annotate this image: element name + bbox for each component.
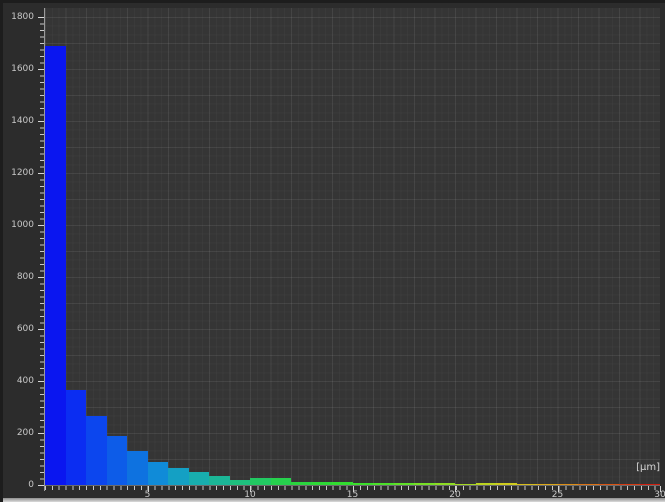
- y-axis-tick-label: 200: [16, 428, 34, 438]
- histogram-bar: [106, 436, 127, 485]
- histogram-bar: [537, 483, 558, 485]
- histogram-bar: [188, 472, 209, 485]
- histogram-bar: [250, 477, 271, 485]
- x-axis-line: [44, 485, 660, 486]
- histogram-bar: [147, 462, 168, 485]
- grid-vertical-lines: [45, 8, 660, 485]
- x-axis-major-tick: [250, 486, 251, 492]
- x-axis-tick-label: 25: [551, 490, 564, 500]
- histogram-bar: [475, 483, 496, 485]
- x-axis-tick-label: 5: [144, 490, 151, 500]
- histogram-bar: [516, 483, 537, 485]
- x-axis-tick-label: 10: [244, 490, 256, 500]
- histogram-bar: [455, 483, 476, 485]
- histogram-bars-layer: [45, 8, 660, 485]
- y-axis-major-tick: [38, 225, 44, 226]
- y-axis-minor-ticks: [40, 17, 44, 486]
- histogram-bar: [639, 484, 660, 485]
- y-axis-line: [44, 8, 45, 491]
- x-axis-tick-label: 30: [654, 490, 665, 500]
- histogram-bar: [352, 482, 373, 485]
- x-axis-major-tick: [557, 486, 559, 492]
- x-axis-major-tick: [352, 486, 354, 492]
- y-axis-major-tick: [38, 277, 44, 278]
- x-axis-major-tick: [147, 486, 149, 492]
- y-axis-major-tick: [38, 121, 44, 122]
- histogram-plot-area: [45, 8, 660, 485]
- y-axis-major-tick: [38, 433, 44, 434]
- grid-horizontal-lines: [45, 17, 660, 485]
- y-axis-tick-label: 1200: [11, 168, 34, 178]
- histogram-bar: [45, 45, 66, 485]
- histogram-bar: [65, 390, 86, 485]
- histogram-bar: [270, 478, 291, 485]
- histogram-bar: [393, 483, 414, 485]
- x-axis-major-tick: [455, 486, 456, 492]
- x-axis-tick-label: 15: [346, 490, 359, 500]
- histogram-bar: [332, 482, 353, 485]
- histogram-bar: [127, 450, 148, 485]
- histogram-bar: [557, 483, 578, 485]
- y-axis-major-tick: [38, 17, 44, 18]
- y-axis-major-tick: [38, 381, 44, 382]
- histogram-bar: [598, 484, 619, 485]
- histogram-bar: [496, 482, 517, 485]
- y-axis-tick-label: 1800: [11, 12, 34, 22]
- histogram-bar: [311, 482, 332, 485]
- histogram-bar: [168, 468, 189, 485]
- histogram-bar: [291, 481, 312, 485]
- y-axis-major-tick: [38, 69, 44, 70]
- histogram-bar: [229, 479, 250, 485]
- y-axis-major-tick: [38, 485, 44, 486]
- y-axis-tick-label: 1600: [11, 64, 34, 74]
- histogram-bar: [86, 416, 107, 485]
- histogram-bar: [209, 475, 230, 485]
- x-axis-major-tick: [660, 486, 661, 492]
- y-axis-tick-label: 600: [16, 324, 34, 334]
- y-axis-tick-label: 0: [28, 480, 34, 490]
- window-bottom-edge: [3, 498, 665, 502]
- y-axis-major-tick: [38, 329, 44, 330]
- x-axis-tick-label: 20: [449, 490, 461, 500]
- y-axis-tick-label: 400: [16, 376, 34, 386]
- y-axis-tick-label: 1400: [11, 116, 34, 126]
- histogram-bar: [414, 483, 435, 485]
- y-axis-tick-label: 800: [16, 272, 34, 282]
- x-axis-unit-label: [µm]: [636, 462, 660, 473]
- histogram-bar: [578, 484, 599, 485]
- histogram-bar: [373, 482, 394, 485]
- y-axis-tick-label: 1000: [11, 220, 34, 230]
- histogram-bar: [619, 484, 640, 485]
- histogram-bar: [434, 483, 455, 485]
- y-axis-major-tick: [38, 173, 44, 174]
